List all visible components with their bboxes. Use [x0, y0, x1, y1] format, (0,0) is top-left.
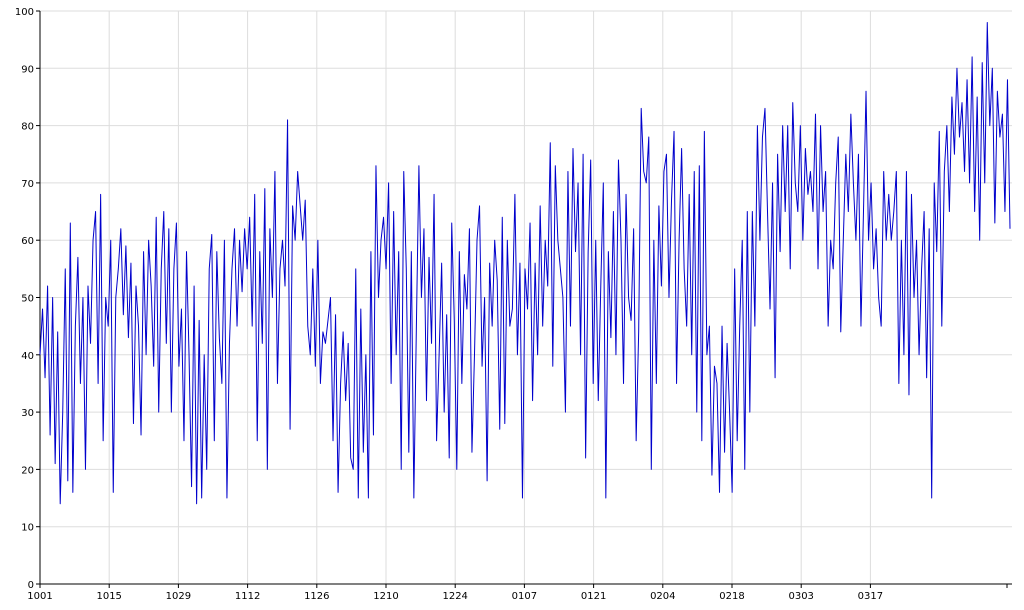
y-tick-label: 0: [28, 580, 34, 591]
y-tick-label: 70: [21, 179, 34, 190]
x-tick-label: 1112: [235, 591, 260, 602]
x-tick-label: 1029: [166, 591, 191, 602]
x-tick-label: 0303: [788, 591, 813, 602]
x-tick-label: 1224: [442, 591, 467, 602]
x-tick-label: 0121: [581, 591, 606, 602]
x-tick-label: 0317: [858, 591, 883, 602]
y-tick-label: 10: [21, 523, 34, 534]
x-tick-label: 0107: [512, 591, 537, 602]
tick-labels: 0 10 20 30 40 50 60 70 80 90 100 1001 1015 1029 1112 11…: [15, 7, 883, 602]
y-tick-label: 20: [21, 465, 34, 476]
y-tick-label: 40: [21, 351, 34, 362]
axes: [36, 10, 1012, 588]
x-tick-label: 1001: [27, 591, 52, 602]
x-tick-label: 1126: [304, 591, 329, 602]
y-tick-label: 60: [21, 236, 34, 247]
y-tick-label: 50: [21, 294, 34, 305]
y-tick-label: 30: [21, 408, 34, 419]
series-line: [39, 21, 1011, 505]
y-tick-label: 80: [21, 122, 34, 133]
x-tick-label: 1210: [373, 591, 398, 602]
y-tick-label: 90: [21, 64, 34, 75]
x-tick-label: 0204: [650, 591, 675, 602]
y-tick-label: 100: [15, 7, 34, 18]
x-tick-label: 1015: [96, 591, 121, 602]
series-layer: [39, 21, 1011, 505]
x-tick-label: 0218: [719, 591, 744, 602]
